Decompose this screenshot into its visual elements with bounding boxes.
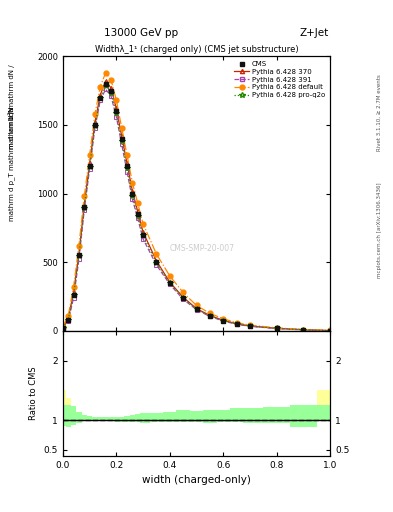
Bar — [97, 331, 103, 456]
Bar — [243, 408, 263, 423]
Text: 1 / mathrm dN /: 1 / mathrm dN / — [9, 65, 15, 120]
Bar — [203, 331, 217, 456]
Bar — [66, 405, 71, 428]
Bar — [317, 405, 330, 420]
Bar — [290, 405, 317, 428]
Text: mcplots.cern.ch [arXiv:1306.3436]: mcplots.cern.ch [arXiv:1306.3436] — [377, 183, 382, 278]
Bar — [150, 331, 163, 456]
Bar — [119, 417, 124, 422]
Bar — [190, 331, 203, 456]
Bar — [263, 331, 290, 456]
Bar — [63, 331, 66, 456]
Bar — [87, 331, 92, 456]
Text: Rivet 3.1.10, ≥ 2.7M events: Rivet 3.1.10, ≥ 2.7M events — [377, 74, 382, 151]
Bar — [76, 331, 82, 456]
Bar — [163, 412, 176, 422]
Bar — [163, 331, 176, 456]
Bar — [130, 331, 135, 456]
Bar — [243, 331, 263, 456]
Bar — [87, 416, 92, 421]
Bar — [82, 331, 87, 456]
Text: mathrm d p_T mathrm d lambda: mathrm d p_T mathrm d lambda — [8, 107, 15, 221]
Bar — [76, 413, 82, 423]
Bar — [135, 414, 140, 422]
Bar — [63, 390, 66, 405]
Bar — [108, 331, 114, 456]
Bar — [190, 411, 203, 422]
Bar — [63, 405, 66, 426]
Bar — [124, 416, 130, 422]
Bar — [130, 415, 135, 422]
Y-axis label: Ratio to CMS: Ratio to CMS — [29, 367, 38, 420]
Bar — [66, 331, 71, 456]
Legend: CMS, Pythia 6.428 370, Pythia 6.428 391, Pythia 6.428 default, Pythia 6.428 pro-: CMS, Pythia 6.428 370, Pythia 6.428 391,… — [233, 60, 327, 99]
Bar — [92, 331, 97, 456]
Bar — [82, 415, 87, 421]
Bar — [71, 331, 76, 456]
Text: Z+Jet: Z+Jet — [300, 28, 329, 38]
Bar — [114, 331, 119, 456]
Bar — [103, 331, 108, 456]
Bar — [103, 417, 108, 421]
Bar — [150, 413, 163, 422]
Bar — [124, 331, 130, 456]
Bar — [203, 410, 217, 423]
Bar — [217, 331, 230, 456]
Bar — [317, 390, 330, 405]
Bar — [230, 408, 243, 422]
Bar — [140, 413, 150, 422]
Bar — [140, 331, 150, 456]
Text: CMS-SMP-20-007: CMS-SMP-20-007 — [169, 244, 234, 253]
Bar — [71, 407, 76, 424]
Text: 13000 GeV pp: 13000 GeV pp — [105, 28, 178, 38]
Bar — [217, 410, 230, 422]
Bar — [92, 417, 97, 421]
Bar — [119, 331, 124, 456]
Bar — [176, 331, 190, 456]
Bar — [108, 417, 114, 421]
Bar — [230, 331, 243, 456]
Bar — [317, 331, 330, 456]
X-axis label: width (charged-only): width (charged-only) — [142, 475, 251, 485]
Text: mathrm d²N: mathrm d²N — [9, 106, 15, 150]
Bar — [263, 407, 290, 423]
Bar — [97, 417, 103, 421]
Title: Widthλ_1¹ (charged only) (CMS jet substructure): Widthλ_1¹ (charged only) (CMS jet substr… — [95, 45, 298, 54]
Bar — [176, 410, 190, 422]
Bar — [66, 398, 71, 405]
Bar — [114, 417, 119, 421]
Bar — [290, 331, 317, 456]
Bar — [135, 331, 140, 456]
